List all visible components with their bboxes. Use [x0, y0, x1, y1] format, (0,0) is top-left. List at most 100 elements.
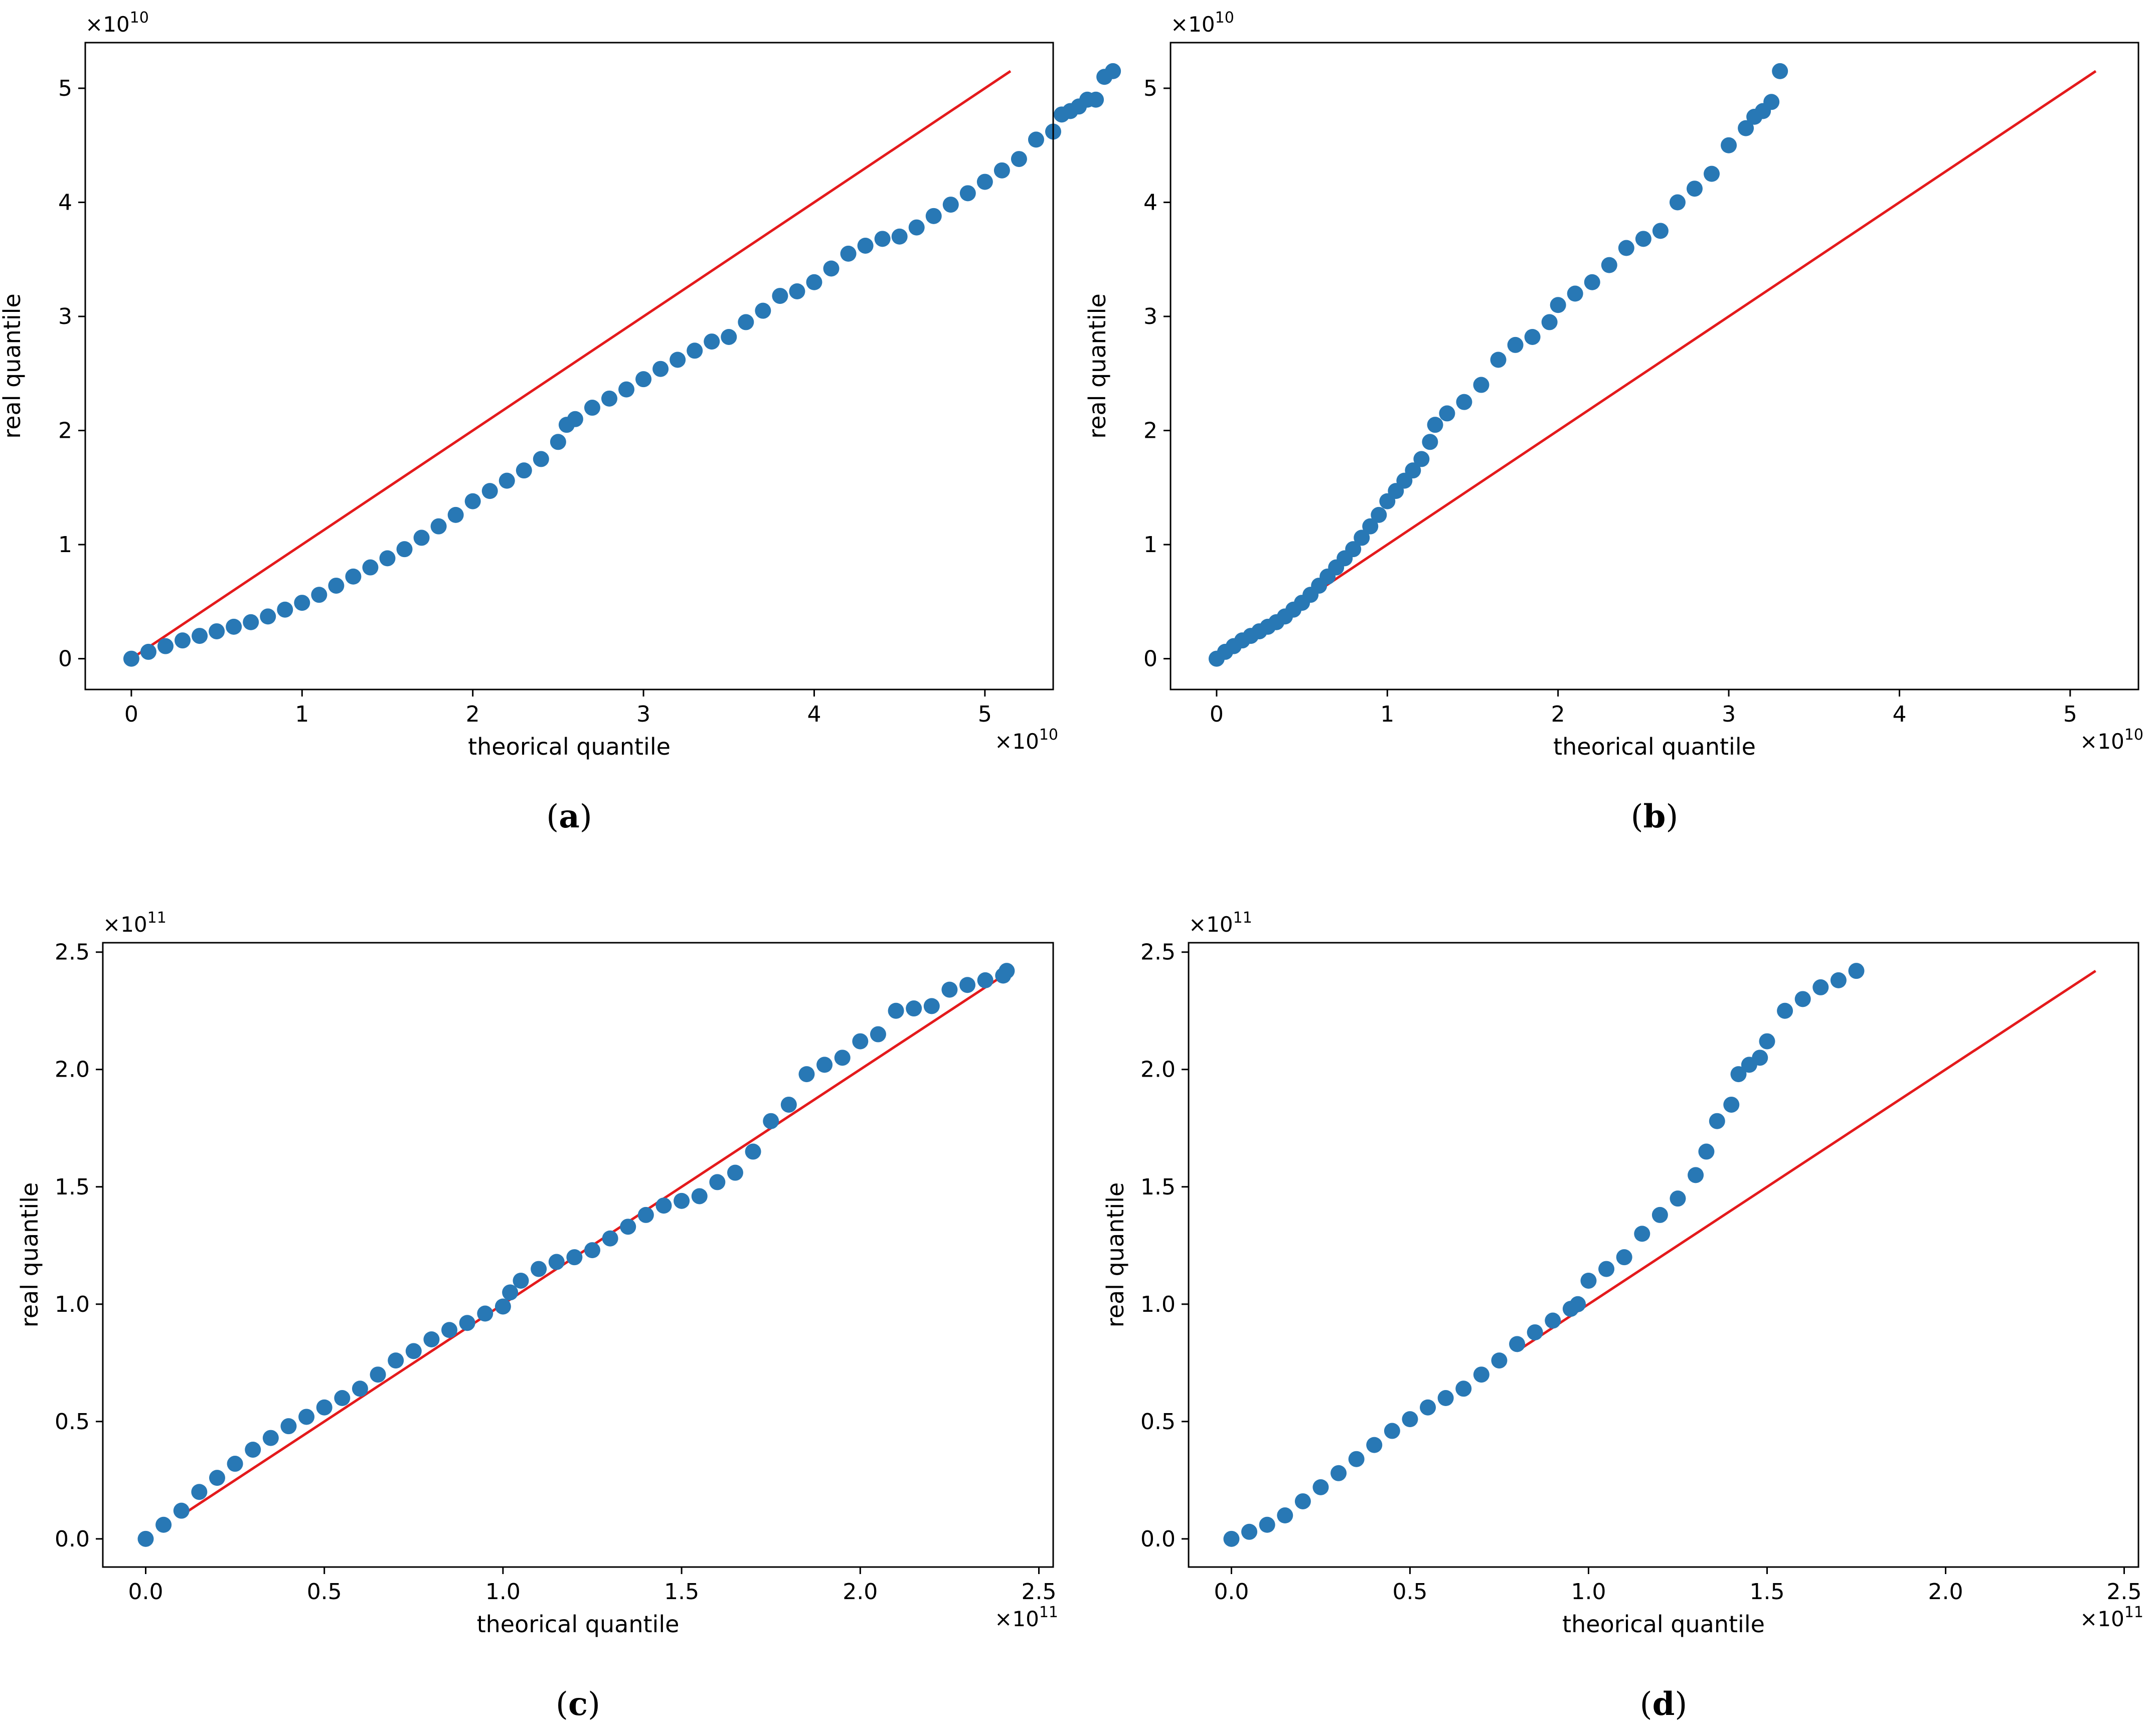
x-tick-label: 1.0 — [1571, 1579, 1606, 1605]
data-point — [243, 614, 259, 630]
y-axis-multiplier: ×1010 — [85, 9, 149, 37]
data-point — [499, 472, 515, 489]
axes-frame — [84, 42, 1054, 690]
x-axis-label: theorical quantile — [1553, 733, 1756, 760]
data-point — [602, 1230, 618, 1247]
data-point — [942, 197, 959, 213]
data-point — [755, 302, 771, 319]
data-point — [1670, 1190, 1686, 1207]
x-tick-label: 4 — [1892, 702, 1906, 727]
x-tick-label: 0.5 — [1392, 1579, 1427, 1605]
data-point — [923, 998, 940, 1014]
data-point — [1550, 297, 1566, 313]
data-point — [316, 1399, 333, 1416]
data-point — [1362, 518, 1379, 535]
data-point — [459, 1315, 475, 1331]
data-point — [262, 1430, 279, 1446]
data-point — [227, 1456, 243, 1472]
data-point — [175, 632, 191, 649]
data-point — [941, 981, 958, 998]
data-point — [1439, 405, 1455, 422]
data-point — [704, 333, 720, 350]
data-point — [1455, 1380, 1472, 1397]
data-point — [1437, 1390, 1454, 1407]
y-tick-label: 0.5 — [1140, 1409, 1176, 1435]
data-point — [906, 1000, 922, 1017]
data-point — [993, 162, 1010, 179]
data-point — [260, 608, 276, 625]
data-point — [209, 623, 225, 639]
data-point — [874, 231, 891, 247]
data-point — [1598, 1261, 1615, 1277]
data-point — [298, 1409, 315, 1425]
axes-frame — [1170, 42, 2139, 690]
data-point — [1709, 1113, 1725, 1129]
data-point — [1402, 1411, 1418, 1428]
data-point — [464, 493, 481, 509]
panel-a: 0 1 2 3 4 5 0 1 2 3 4 5 theorical quantile real quant… — [0, 9, 1121, 835]
data-point — [1223, 1530, 1240, 1547]
data-point — [1345, 541, 1362, 558]
y-axis-label: real quantile — [1084, 293, 1111, 438]
data-point — [1277, 1507, 1293, 1524]
y-tick-label: 3 — [58, 304, 72, 329]
data-point — [727, 1164, 743, 1181]
data-point — [531, 1261, 547, 1277]
data-point — [1686, 181, 1703, 197]
data-point — [370, 1366, 386, 1383]
data-point — [1413, 451, 1430, 467]
data-point — [763, 1113, 779, 1129]
data-point — [396, 541, 413, 558]
x-axis-multiplier: ×1010 — [2080, 726, 2143, 754]
data-point — [1669, 194, 1686, 211]
axes-frame — [102, 942, 1054, 1568]
data-point — [816, 1057, 833, 1073]
data-point — [362, 559, 379, 576]
data-point — [908, 219, 925, 236]
data-point — [1688, 1167, 1704, 1183]
data-point — [1422, 434, 1438, 450]
y-tick-label: 1 — [58, 532, 72, 558]
data-point — [959, 185, 976, 202]
data-point — [1088, 91, 1104, 108]
data-point — [413, 530, 430, 546]
y-tick-label: 0.0 — [1140, 1526, 1176, 1552]
data-point — [173, 1502, 190, 1519]
data-point — [334, 1390, 351, 1407]
data-point — [1584, 274, 1600, 290]
x-tick-label: 0 — [124, 702, 138, 727]
x-tick-label: 1.5 — [1749, 1579, 1784, 1605]
data-point — [772, 288, 788, 304]
data-point — [655, 1197, 672, 1214]
data-point — [721, 328, 737, 345]
y-tick-label: 5 — [58, 76, 72, 101]
data-point — [888, 1002, 904, 1019]
data-point — [1405, 462, 1421, 479]
data-point — [1651, 1206, 1668, 1223]
data-point — [1721, 137, 1737, 153]
data-point — [1312, 1479, 1329, 1495]
data-point — [1028, 131, 1044, 148]
x-tick-label: 2.5 — [1022, 1579, 1057, 1605]
data-point — [834, 1050, 851, 1066]
y-axis-multiplier: ×1011 — [1189, 909, 1252, 937]
x-tick-label: 0 — [1210, 702, 1224, 727]
data-point — [430, 518, 447, 535]
data-point — [137, 1530, 154, 1547]
data-point — [584, 1242, 600, 1259]
data-point — [1618, 240, 1634, 256]
x-tick-label: 2.0 — [843, 1579, 878, 1605]
data-point — [1812, 979, 1829, 995]
y-tick-label: 1.0 — [55, 1292, 90, 1317]
data-point — [1601, 257, 1617, 273]
data-point — [601, 390, 617, 407]
data-point — [798, 1066, 815, 1083]
data-point — [447, 506, 464, 523]
data-point — [1848, 963, 1865, 979]
y-tick-label: 1.0 — [1140, 1292, 1176, 1317]
panel-b: 0 1 2 3 4 5 0 1 2 3 4 5 theorical quantile real quant… — [1084, 9, 2143, 835]
x-axis-label: theorical quantile — [1562, 1611, 1765, 1638]
data-point — [311, 587, 327, 603]
data-point — [852, 1033, 869, 1050]
